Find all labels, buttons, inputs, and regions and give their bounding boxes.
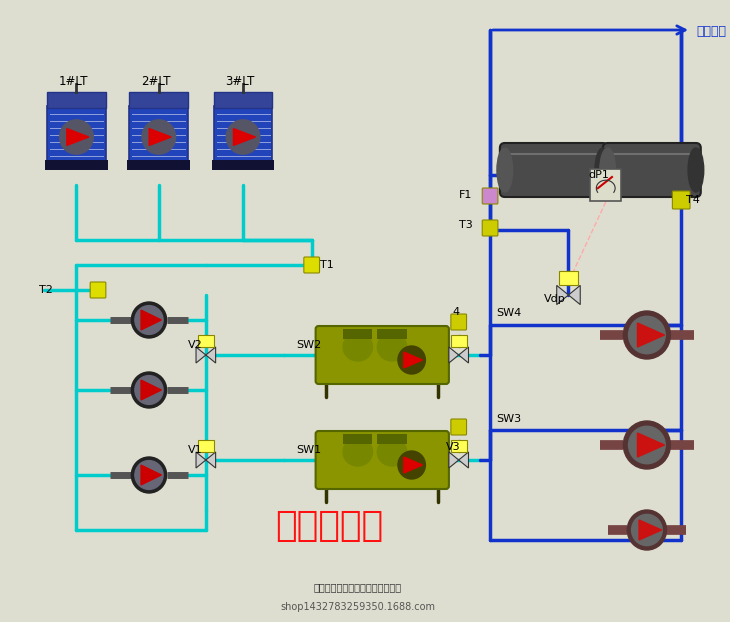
Bar [198,335,214,347]
FancyBboxPatch shape [672,191,690,209]
Text: V1: V1 [188,445,203,455]
Bar [214,106,272,164]
Text: T4: T4 [686,195,700,205]
Ellipse shape [600,148,615,192]
Polygon shape [141,310,161,330]
Ellipse shape [343,438,372,466]
Text: T3: T3 [458,220,472,230]
FancyBboxPatch shape [451,419,466,435]
Bar [451,440,466,452]
Bar [47,106,106,164]
FancyBboxPatch shape [603,143,701,197]
Circle shape [631,514,662,545]
Bar [590,169,621,201]
Polygon shape [206,347,215,363]
Bar [343,329,372,339]
Polygon shape [637,433,664,457]
Polygon shape [404,352,423,368]
Text: V2: V2 [188,340,203,350]
FancyBboxPatch shape [451,314,466,330]
Polygon shape [449,452,458,468]
Circle shape [131,457,166,493]
Bar [129,92,188,108]
Text: V3: V3 [446,442,461,452]
Circle shape [226,120,260,154]
Circle shape [629,426,665,464]
Text: 末端负荷: 末端负荷 [696,25,726,38]
Bar [343,434,372,444]
Circle shape [627,510,666,550]
FancyBboxPatch shape [315,431,449,489]
Bar [451,335,466,347]
Polygon shape [458,347,469,363]
Polygon shape [149,129,171,146]
Ellipse shape [688,148,704,192]
Ellipse shape [343,333,372,361]
Bar [128,160,190,170]
Polygon shape [458,452,469,468]
Text: SW1: SW1 [296,445,321,455]
Polygon shape [196,347,206,363]
Ellipse shape [377,333,407,361]
Bar [559,271,578,285]
FancyBboxPatch shape [315,326,449,384]
Text: T1: T1 [320,260,334,270]
Bar [377,329,407,339]
Circle shape [623,311,670,359]
Bar [45,160,108,170]
Text: F1: F1 [458,190,472,200]
Polygon shape [206,452,215,468]
Bar [47,92,106,108]
Bar [214,92,272,108]
Polygon shape [234,129,255,146]
Circle shape [135,376,163,404]
Text: 西安居然楼宇智能自动化有限公司: 西安居然楼宇智能自动化有限公司 [314,582,402,592]
Text: 2#LT: 2#LT [141,75,171,88]
Ellipse shape [497,148,512,192]
Polygon shape [557,285,569,305]
Polygon shape [196,452,206,468]
Bar [129,106,188,164]
Text: 3#LT: 3#LT [226,75,255,88]
Circle shape [60,120,93,154]
FancyBboxPatch shape [500,143,607,197]
Text: SW3: SW3 [496,414,521,424]
Text: SW2: SW2 [296,340,321,350]
Circle shape [131,302,166,338]
Circle shape [131,372,166,408]
Text: 4: 4 [453,307,460,317]
Polygon shape [141,380,161,400]
Circle shape [398,346,426,374]
Text: 1#LT: 1#LT [59,75,88,88]
Bar [198,440,214,452]
Ellipse shape [377,438,407,466]
Bar [212,160,274,170]
FancyBboxPatch shape [483,188,498,204]
Circle shape [623,421,670,469]
Circle shape [398,451,426,479]
Polygon shape [404,457,423,473]
Text: shop1432783259350.1688.com: shop1432783259350.1688.com [280,602,435,612]
Polygon shape [449,347,458,363]
Text: T2: T2 [39,285,53,295]
FancyBboxPatch shape [304,257,320,273]
Polygon shape [141,465,161,485]
FancyBboxPatch shape [91,282,106,298]
Circle shape [135,305,163,335]
Polygon shape [637,323,664,347]
Circle shape [629,316,665,354]
Polygon shape [67,129,89,146]
Text: 冷热源系统: 冷热源系统 [275,509,383,542]
Polygon shape [639,520,661,540]
Bar [377,434,407,444]
Text: dP1: dP1 [588,170,609,180]
Ellipse shape [595,148,610,192]
FancyBboxPatch shape [483,220,498,236]
Circle shape [135,461,163,490]
Circle shape [142,120,176,154]
Text: SW4: SW4 [496,308,521,318]
Text: Vdp: Vdp [544,294,566,304]
Polygon shape [569,285,580,305]
